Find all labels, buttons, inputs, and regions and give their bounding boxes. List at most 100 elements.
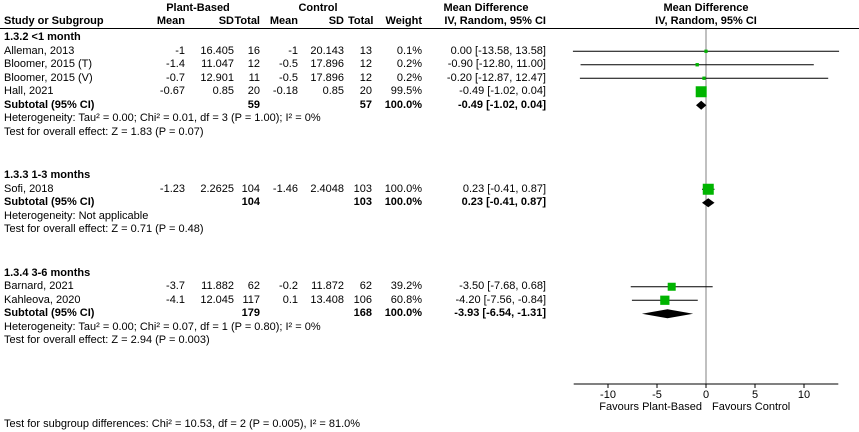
- plot-subheader-ci: IV, Random, 95% CI: [655, 15, 757, 27]
- study-weight: 100.0%: [384, 182, 422, 195]
- control-total: 12: [359, 58, 372, 70]
- control-total: 20: [359, 85, 372, 97]
- study-weight: 0.2%: [396, 58, 422, 70]
- overall-effect-note: Test for overall effect: Z = 2.94 (P = 0…: [4, 334, 210, 346]
- control-mean: -1.46: [272, 182, 298, 195]
- subtotal-ci-text: -3.93 [-6.54, -1.31]: [454, 307, 546, 319]
- control-mean: -0.5: [279, 71, 298, 84]
- control-total: 62: [359, 280, 372, 292]
- subtotal-ci-text: -0.49 [-1.02, 0.04]: [457, 98, 546, 111]
- col-header-total-control: Total: [348, 15, 374, 27]
- treatment-total: 16: [247, 44, 260, 57]
- treatment-mean: -0.7: [166, 71, 185, 84]
- subtotal-weight: 100.0%: [384, 307, 422, 319]
- overall-effect-note: Test for overall effect: Z = 0.71 (P = 0…: [4, 223, 204, 235]
- treatment-sd: 0.85: [212, 85, 234, 97]
- treatment-mean: -1.4: [166, 58, 185, 70]
- study-weight: 99.5%: [390, 85, 422, 97]
- heterogeneity-note: Heterogeneity: Tau² = 0.00; Chi² = 0.01,…: [4, 112, 321, 124]
- control-sd: 2.4048: [310, 182, 344, 195]
- subtotal-ci-text: 0.23 [-0.41, 0.87]: [461, 196, 546, 208]
- subtotal-weight: 100.0%: [384, 196, 422, 208]
- treatment-sd: 12.901: [200, 71, 234, 84]
- control-sd: 13.408: [310, 293, 344, 306]
- control-sd: 17.896: [310, 58, 344, 70]
- control-total: 106: [353, 293, 372, 306]
- study-ci-text: 0.23 [-0.41, 0.87]: [462, 182, 546, 195]
- study-ci-text: -0.20 [-12.87, 12.47]: [446, 71, 546, 84]
- control-mean: -0.5: [279, 58, 298, 70]
- col-header-study: Study or Subgroup: [4, 15, 104, 27]
- axis-tick-label: -5: [652, 389, 662, 401]
- treatment-mean: -1.23: [159, 182, 185, 195]
- subgroup-title: 1.3.2 <1 month: [4, 31, 81, 43]
- control-sd: 0.85: [322, 85, 344, 97]
- axis-tick-label: 5: [751, 389, 759, 401]
- col-header-sd-control: SD: [328, 15, 344, 27]
- study-label: Alleman, 2013: [4, 44, 75, 57]
- subtotal-total-treatment: 59: [247, 98, 260, 111]
- axis-tick-label: 10: [797, 389, 811, 401]
- control-mean: 0.1: [282, 293, 298, 306]
- treatment-mean: -0.67: [159, 85, 185, 97]
- study-label: Bloomer, 2015 (T): [4, 58, 93, 70]
- study-ci-text: 0.00 [-13.58, 13.58]: [450, 44, 546, 57]
- treatment-sd: 11.882: [201, 280, 234, 292]
- study-label: Hall, 2021: [4, 85, 54, 97]
- favours-right-label: Favours Control: [712, 401, 791, 413]
- favours-left-label: Favours Plant-Based: [599, 401, 702, 413]
- study-label: Bloomer, 2015 (V): [4, 71, 93, 84]
- treatment-total: 20: [247, 85, 260, 97]
- subgroup-differences-note: Test for subgroup differences: Chi² = 10…: [4, 418, 361, 430]
- control-mean: -0.18: [272, 85, 298, 97]
- col-header-weight: Weight: [385, 15, 422, 27]
- subtotal-total-treatment: 179: [241, 307, 260, 319]
- axis-tick-label: 0: [702, 389, 710, 401]
- subtotal-total-control: 57: [359, 98, 372, 111]
- subtotal-label: Subtotal (95% CI): [4, 307, 95, 319]
- control-sd: 17.896: [310, 71, 344, 84]
- study-ci-text: -0.90 [-12.80, 11.00]: [447, 58, 546, 70]
- study-ci-text: -4.20 [-7.56, -0.84]: [455, 293, 547, 306]
- subtotal-label: Subtotal (95% CI): [4, 196, 95, 208]
- col-header-mean-control: Mean: [269, 15, 298, 27]
- control-sd: 20.143: [310, 44, 344, 57]
- header-divider: [0, 28, 859, 29]
- heterogeneity-note: Heterogeneity: Tau² = 0.00; Chi² = 0.07,…: [4, 320, 321, 333]
- col-group-mean-difference: Mean Difference: [443, 2, 529, 14]
- subtotal-label: Subtotal (95% CI): [4, 98, 95, 111]
- study-weight: 0.1%: [396, 44, 422, 57]
- treatment-mean: -3.7: [166, 280, 185, 292]
- control-sd: 11.872: [311, 280, 344, 292]
- study-label: Sofi, 2018: [4, 182, 54, 195]
- study-label: Barnard, 2021: [4, 280, 74, 292]
- study-weight: 60.8%: [390, 293, 422, 306]
- col-header-sd-treatment: SD: [218, 15, 234, 27]
- treatment-sd: 11.047: [201, 58, 234, 70]
- overall-effect-note: Test for overall effect: Z = 1.83 (P = 0…: [4, 125, 204, 138]
- col-group-plant-based: Plant-Based: [166, 2, 230, 14]
- treatment-total: 62: [247, 280, 260, 292]
- treatment-total: 104: [241, 182, 260, 195]
- study-label: Kahleova, 2020: [4, 293, 81, 306]
- treatment-sd: 2.2625: [200, 182, 234, 195]
- heterogeneity-note: Heterogeneity: Not applicable: [4, 209, 149, 222]
- study-ci-text: -0.49 [-1.02, 0.04]: [459, 85, 546, 97]
- col-header-mean-treatment: Mean: [156, 15, 185, 27]
- treatment-mean: -1: [175, 44, 185, 57]
- treatment-sd: 16.405: [200, 44, 234, 57]
- control-mean: -0.2: [279, 280, 298, 292]
- treatment-total: 117: [242, 293, 260, 306]
- study-weight: 0.2%: [396, 71, 422, 84]
- control-total: 13: [359, 44, 372, 57]
- subtotal-total-control: 168: [353, 307, 372, 319]
- control-total: 12: [359, 71, 372, 84]
- col-header-ci: IV, Random, 95% CI: [444, 15, 546, 27]
- control-total: 103: [353, 182, 372, 195]
- subtotal-total-treatment: 104: [241, 196, 260, 208]
- col-header-total-treatment: Total: [234, 15, 260, 27]
- col-group-control: Control: [298, 2, 338, 14]
- treatment-total: 12: [247, 58, 260, 70]
